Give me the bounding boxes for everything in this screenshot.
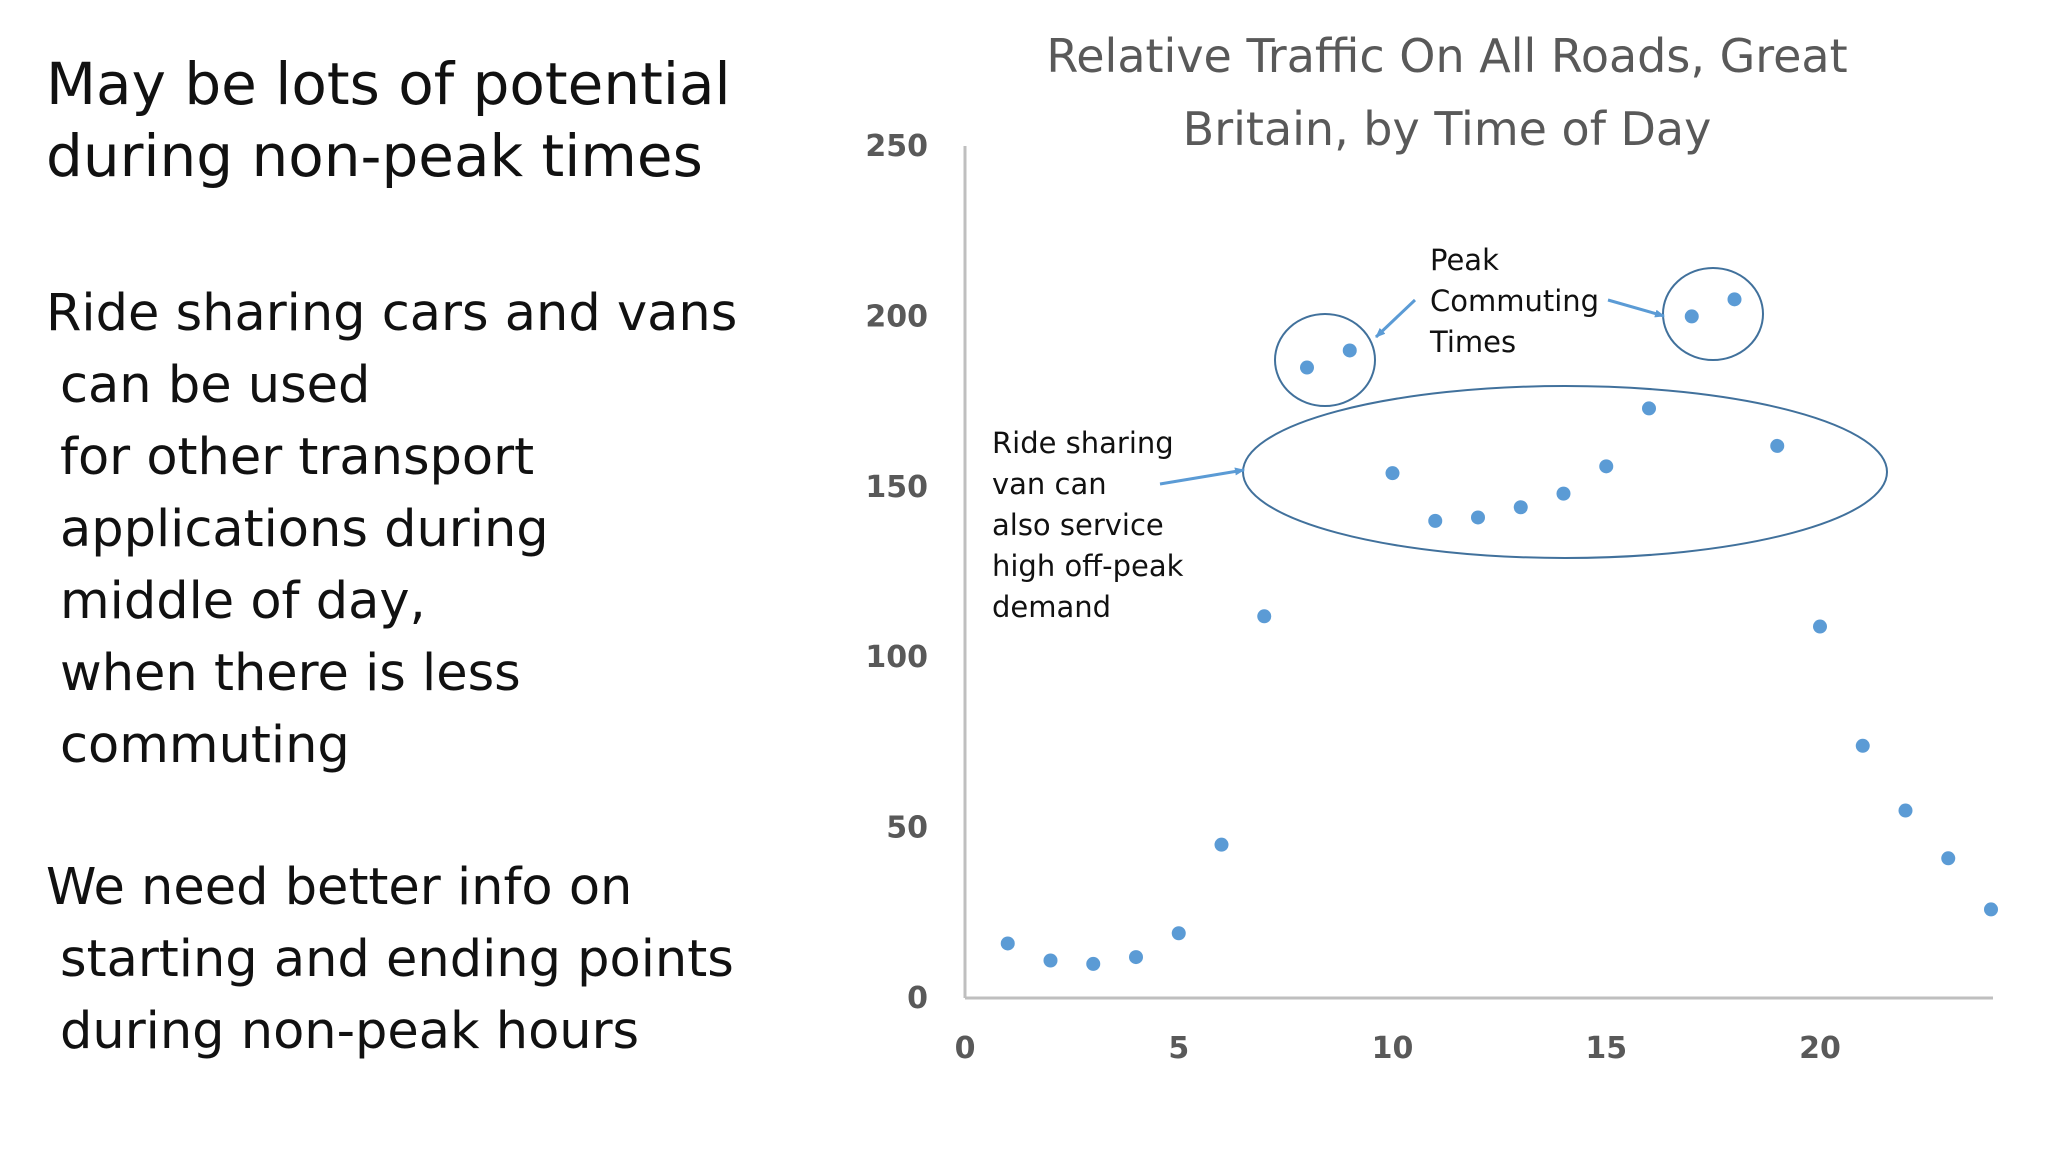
data-point <box>1471 510 1485 525</box>
slide-heading-line-2: during non-peak times <box>46 122 703 190</box>
data-point <box>1813 619 1827 634</box>
slide-text-column: May be lots of potential during non-peak… <box>46 0 826 1152</box>
data-point <box>1984 902 1998 917</box>
data-point <box>1257 609 1272 624</box>
y-tick-labels: 0 50 100 150 200 250 <box>865 129 928 1016</box>
y-tick-label: 150 <box>865 470 928 505</box>
x-tick-label: 5 <box>1168 1031 1189 1066</box>
offpeak-ellipse <box>1242 385 1888 559</box>
data-point <box>1428 513 1443 528</box>
y-tick-label: 250 <box>865 129 928 164</box>
data-point <box>1727 292 1742 307</box>
paragraph1-line-1: Ride sharing cars and vans <box>46 284 738 343</box>
data-point <box>1770 438 1785 453</box>
paragraph1-line-4: applications during <box>60 500 549 559</box>
data-point <box>1214 837 1229 852</box>
x-tick-label: 20 <box>1799 1031 1841 1066</box>
morning-peak-circle <box>1274 313 1376 407</box>
data-point <box>1513 500 1528 515</box>
y-tick-label: 200 <box>865 299 928 334</box>
x-tick-labels: 0 5 10 15 20 <box>955 1031 1841 1066</box>
paragraph1-line-7: commuting <box>60 716 350 775</box>
peak-arrow-left <box>1374 298 1417 339</box>
data-point <box>1000 936 1015 951</box>
data-point <box>1684 309 1699 324</box>
data-point <box>1385 466 1400 481</box>
paragraph2-line-1: We need better info on <box>46 858 633 917</box>
x-tick-label: 15 <box>1585 1031 1627 1066</box>
data-point <box>1129 950 1143 965</box>
y-tick-label: 50 <box>886 811 928 846</box>
chart-title-line-1: Relative Traffic On All Roads, Great <box>1046 29 1847 83</box>
data-point <box>1642 401 1656 416</box>
data-points <box>1000 292 1998 971</box>
chart-title-line-2: Britain, by Time of Day <box>1183 102 1712 156</box>
peak-label-line-1: Peak <box>1430 243 1499 277</box>
data-point <box>1855 738 1870 753</box>
paragraph1-line-2: can be used <box>60 356 371 415</box>
data-point <box>1086 956 1101 971</box>
peak-arrow-right <box>1607 298 1665 318</box>
slide-heading-line-1: May be lots of potential <box>46 50 731 118</box>
paragraph2-line-3: during non-peak hours <box>60 1002 640 1061</box>
data-point <box>1300 360 1314 375</box>
offpeak-arrow <box>1159 467 1245 486</box>
x-tick-label: 0 <box>955 1031 976 1066</box>
offpeak-label-line-4: high off-peak <box>992 549 1184 583</box>
evening-peak-circle <box>1662 267 1764 361</box>
offpeak-label-line-3: also service <box>992 508 1164 542</box>
data-point <box>1043 953 1058 968</box>
peak-label-line-3: Times <box>1429 325 1516 359</box>
paragraph1-line-6: when there is less <box>60 644 521 703</box>
offpeak-label-line-1: Ride sharing <box>992 426 1174 460</box>
y-tick-label: 0 <box>907 981 928 1016</box>
data-point <box>1599 459 1614 474</box>
data-point <box>1898 803 1913 818</box>
peak-label-line-2: Commuting <box>1430 284 1599 318</box>
paragraph1-line-5: middle of day, <box>60 572 426 631</box>
data-point <box>1941 851 1956 866</box>
offpeak-label-line-5: demand <box>992 590 1111 624</box>
data-point <box>1556 486 1571 501</box>
data-point <box>1342 343 1357 358</box>
paragraph2-line-2: starting and ending points <box>60 930 734 989</box>
paragraph1-line-3: for other transport <box>60 428 535 487</box>
y-tick-label: 100 <box>865 640 928 675</box>
offpeak-label-line-2: van can <box>992 467 1107 501</box>
x-tick-label: 10 <box>1372 1031 1414 1066</box>
data-point <box>1171 926 1186 941</box>
